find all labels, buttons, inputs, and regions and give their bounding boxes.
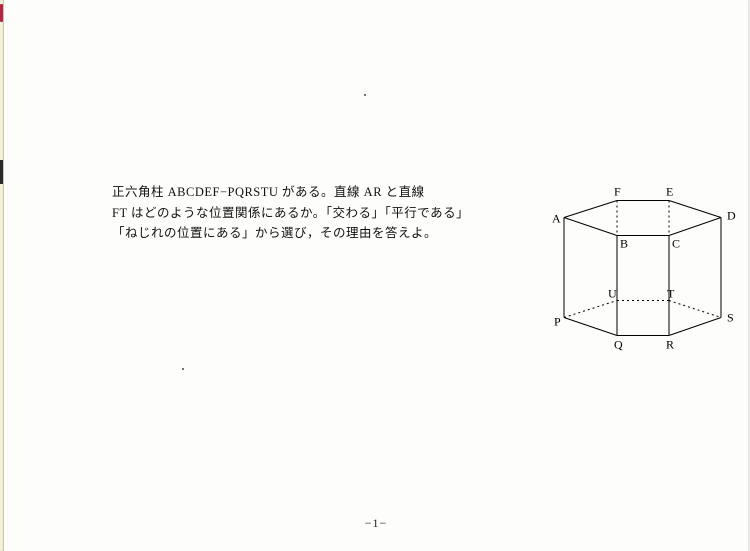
svg-text:D: D bbox=[727, 209, 736, 223]
svg-text:T: T bbox=[667, 287, 675, 301]
binding-strip bbox=[0, 0, 4, 551]
svg-text:B: B bbox=[620, 237, 628, 251]
problem-line: 正六角柱 ABCDEF−PQRSTU がある。直線 AR と直線 bbox=[112, 182, 532, 203]
svg-text:Q: Q bbox=[614, 338, 623, 352]
svg-text:E: E bbox=[666, 185, 673, 199]
binding-mark-black bbox=[0, 160, 3, 184]
hexagonal-prism-diagram: A B C D E F P Q R S T U bbox=[549, 170, 739, 370]
svg-text:A: A bbox=[552, 212, 561, 226]
svg-text:C: C bbox=[672, 237, 680, 251]
svg-text:P: P bbox=[554, 315, 561, 329]
svg-text:R: R bbox=[666, 338, 674, 352]
problem-line: 「ねじれの位置にある」から選び，その理由を答えよ。 bbox=[112, 223, 532, 244]
problem-text: 正六角柱 ABCDEF−PQRSTU がある。直線 AR と直線 FT はどのよ… bbox=[112, 182, 532, 244]
svg-text:S: S bbox=[727, 311, 734, 325]
page-number: −1− bbox=[4, 516, 748, 531]
speck bbox=[364, 94, 366, 96]
binding-mark-red bbox=[0, 4, 3, 22]
page: 正六角柱 ABCDEF−PQRSTU がある。直線 AR と直線 FT はどのよ… bbox=[4, 0, 748, 551]
svg-text:U: U bbox=[608, 287, 617, 301]
speck bbox=[182, 368, 184, 370]
prism-svg: A B C D E F P Q R S T U bbox=[549, 170, 739, 370]
svg-text:F: F bbox=[614, 185, 621, 199]
problem-line: FT はどのような位置関係にあるか。「交わる」「平行である」 bbox=[112, 203, 532, 224]
